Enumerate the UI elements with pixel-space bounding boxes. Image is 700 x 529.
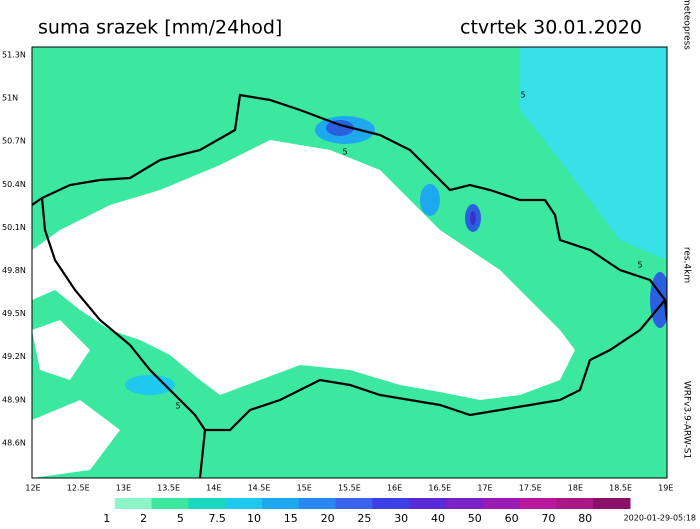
timestamp: 2020-01-29-05:18	[624, 514, 696, 523]
legend-label: 60	[505, 512, 519, 525]
legend-swatch	[372, 498, 410, 509]
wet-area	[420, 184, 440, 216]
legend-swatch	[409, 498, 447, 509]
legend-label: 5	[177, 512, 184, 525]
wet-area	[520, 47, 667, 260]
lon-label: 14.5E	[248, 484, 271, 493]
precip-field	[32, 47, 667, 478]
country-border	[32, 93, 667, 478]
legend-label: 70	[541, 512, 555, 525]
lon-label: 16.5E	[428, 484, 451, 493]
legend-swatch	[114, 498, 153, 509]
copyright: (c)meteopress	[682, 0, 692, 50]
lat-label: 48.6N	[2, 438, 26, 447]
lat-label: 48.9N	[2, 395, 26, 404]
wet-area	[470, 211, 476, 225]
legend-label: 40	[431, 512, 445, 525]
lon-label: 19E	[658, 484, 673, 493]
legend-swatch	[335, 498, 373, 509]
date: ctvrtek 30.01.2020	[460, 17, 642, 39]
legend-label: 20	[321, 512, 335, 525]
legend-swatch	[78, 498, 116, 509]
map-frame	[31, 46, 668, 479]
legend-swatch	[151, 498, 189, 509]
model: WRFv3.9-ARW-S1	[682, 381, 692, 459]
lat-label: 49.8N	[2, 266, 26, 275]
lat-label: 51.3N	[2, 51, 26, 60]
legend-swatch	[298, 498, 337, 509]
legend-swatch	[188, 498, 226, 509]
legend-swatch	[262, 498, 300, 509]
contour-label: 5	[520, 91, 525, 100]
lon-label: 18E	[568, 484, 583, 493]
resolution: res.4km	[682, 247, 692, 283]
legend-swatch	[556, 498, 594, 509]
contour-label: 5	[342, 148, 347, 157]
wet-area	[125, 375, 175, 395]
legend-swatch	[519, 498, 557, 509]
legend-label: 50	[468, 512, 482, 525]
legend-label: 15	[284, 512, 298, 525]
lat-label: 50.4N	[2, 180, 26, 189]
lon-label: 13.5E	[157, 484, 180, 493]
lat-label: 49.5N	[2, 309, 26, 318]
lon-label: 16E	[387, 484, 402, 493]
legend-label: 7.5	[208, 512, 226, 525]
legend-swatch	[482, 498, 521, 509]
contour-label: 5	[175, 402, 180, 411]
lat-label: 51N	[2, 94, 18, 103]
title: suma srazek [mm/24hod]	[38, 17, 282, 39]
legend-label: 80	[578, 512, 592, 525]
legend-swatch	[593, 498, 631, 509]
lon-label: 12E	[25, 484, 40, 493]
dry-area	[32, 320, 90, 380]
dry-area	[32, 400, 120, 478]
lat-label: 50.7N	[2, 137, 26, 146]
legend-swatch	[225, 498, 263, 509]
legend-label: 2	[140, 512, 147, 525]
lat-label: 49.2N	[2, 352, 26, 361]
lat-label: 50.1N	[2, 223, 26, 232]
lon-label: 15E	[297, 484, 312, 493]
lon-label: 14E	[206, 484, 221, 493]
lon-label: 12.5E	[67, 484, 90, 493]
legend-swatch	[446, 498, 484, 509]
legend-label: 25	[357, 512, 371, 525]
wet-area	[326, 120, 354, 136]
lon-label: 13E	[116, 484, 131, 493]
lon-label: 18.5E	[609, 484, 632, 493]
legend-label: 10	[247, 512, 261, 525]
lon-label: 15.5E	[338, 484, 361, 493]
contour-label: 5	[637, 261, 642, 270]
lon-label: 17E	[477, 484, 492, 493]
legend-label: 1	[103, 512, 110, 525]
lon-label: 17.5E	[519, 484, 542, 493]
legend-label: 30	[394, 512, 408, 525]
dry-area	[32, 140, 575, 400]
